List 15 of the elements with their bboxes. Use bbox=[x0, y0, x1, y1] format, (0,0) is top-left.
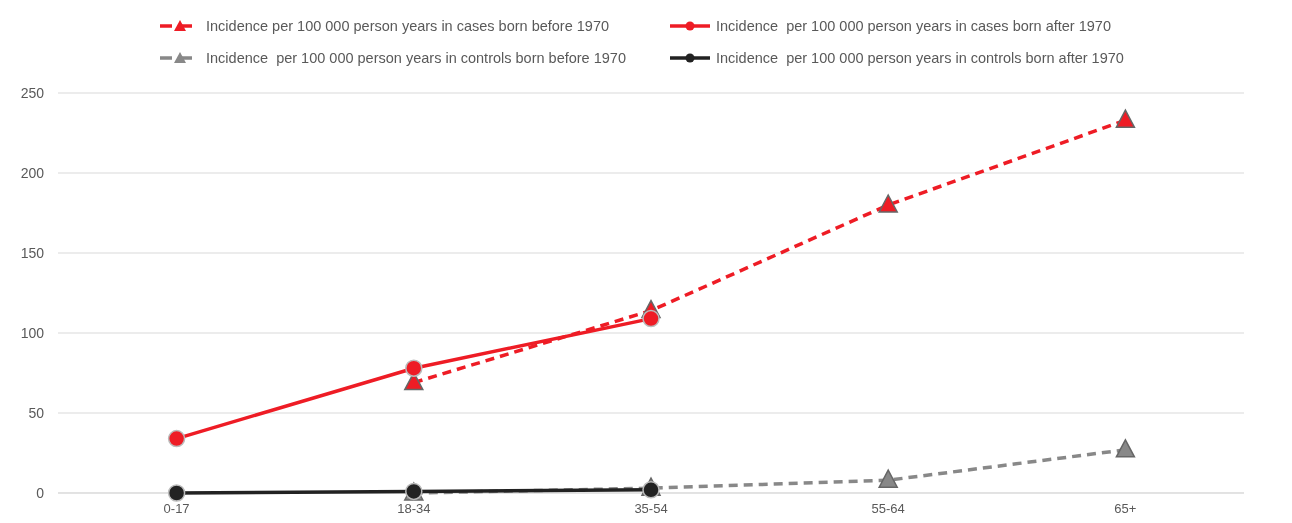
x-tick-label: 18-34 bbox=[397, 501, 431, 516]
y-tick-label: 100 bbox=[20, 325, 45, 341]
legend-label: Incidence per 100 000 person years in cases born before 1970 bbox=[206, 18, 610, 34]
y-tick-label: 150 bbox=[20, 245, 45, 261]
y-tick-label: 200 bbox=[20, 165, 45, 181]
y-tick-label: 50 bbox=[28, 405, 45, 421]
legend-label: Incidence per 100 000 person years in controls born before 1970 bbox=[206, 50, 626, 66]
legend-label: Incidence per 100 000 person years in cases born after 1970 bbox=[716, 18, 1111, 34]
y-tick-label: 0 bbox=[36, 485, 45, 501]
x-tick-label: 35-54 bbox=[634, 501, 668, 516]
x-tick-label: 55-64 bbox=[871, 501, 905, 516]
x-tick-label: 0-17 bbox=[163, 501, 190, 516]
x-tick-label: 65+ bbox=[1114, 501, 1137, 516]
y-tick-label: 250 bbox=[20, 85, 45, 101]
legend-label: Incidence per 100 000 person years in controls born after 1970 bbox=[716, 50, 1124, 66]
